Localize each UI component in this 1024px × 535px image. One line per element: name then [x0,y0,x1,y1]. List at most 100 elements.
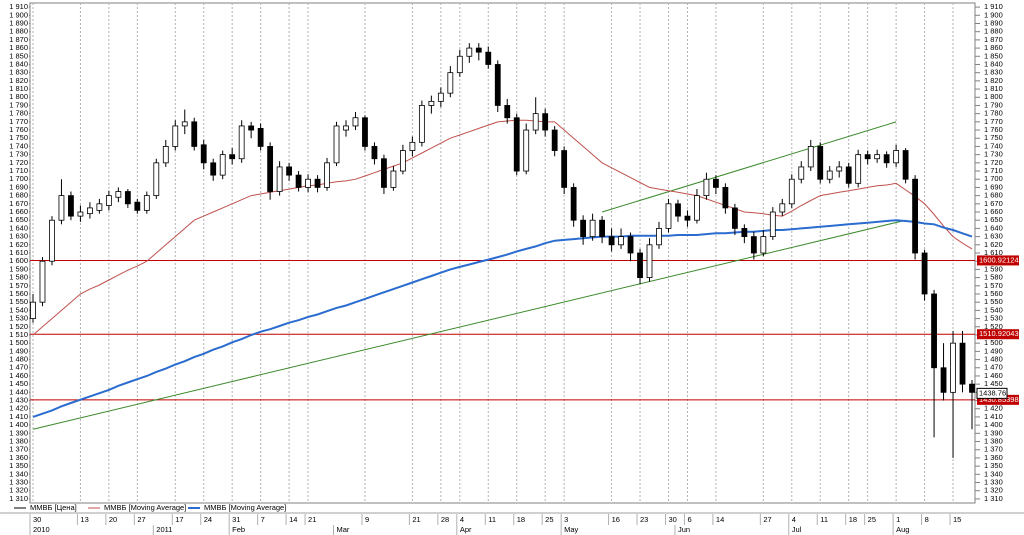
x-tick-label: 7 [261,515,265,524]
candle-body [950,342,956,393]
y-tick-label-left: 1 320 [9,486,28,495]
y-tick-label-right: 1 370 [984,445,1003,454]
y-tick-label-right: 1 690 [984,182,1003,191]
candle-body [418,105,425,143]
y-tick-label-right: 1 700 [984,174,1003,183]
candle-body [675,203,681,217]
y-tick-label-left: 1 410 [9,412,28,421]
y-tick-label-right: 1 780 [984,109,1003,118]
x-tick-label: 21 [412,515,420,524]
y-tick-label-left: 1 570 [9,281,28,290]
y-tick-label-right: 1 350 [984,461,1003,470]
x-tick-label: 6 [687,515,691,524]
y-tick-label-right: 1 640 [984,223,1003,232]
candle-body [523,129,530,172]
y-tick-label-right: 1 500 [984,338,1003,347]
candle-body [257,128,264,147]
candle-body [181,121,188,127]
y-tick-label-left: 1 850 [9,51,28,60]
period-label: Jun [678,525,690,534]
y-tick-label-right: 1 720 [984,158,1003,167]
candle-body [191,121,198,147]
y-tick-label-left: 1 640 [9,223,28,232]
y-tick-label-left: 1 890 [9,18,28,27]
y-tick-label-left: 1 700 [9,174,28,183]
x-tick-label: 13 [80,515,88,524]
x-tick-label: 14 [716,515,724,524]
level-label: 1510.92043 [979,329,1019,338]
y-tick-label-right: 1 670 [984,199,1003,208]
y-tick-label-right: 1 540 [984,305,1003,314]
period-label: 2010 [33,525,50,534]
y-tick-label-left: 1 360 [9,453,28,462]
x-tick-label: 8 [925,515,929,524]
period-label: Apr [460,525,472,534]
y-tick-label-right: 1 630 [984,232,1003,241]
y-tick-label-left: 1 740 [9,141,28,150]
candle-body [466,47,473,57]
y-tick-label-left: 1 580 [9,273,28,282]
candle-body [68,195,74,217]
candle-body [940,367,947,393]
y-tick-label-right: 1 470 [984,363,1003,372]
candle-body [684,215,691,221]
y-tick-label-right: 1 860 [984,43,1003,52]
candle-body [637,252,643,278]
candle-body [694,195,700,221]
y-tick-label-left: 1 350 [9,461,28,470]
y-tick-label-left: 1 880 [9,27,28,36]
x-tick-label: 28 [441,515,449,524]
y-tick-label-left: 1 540 [9,305,28,314]
y-tick-label-right: 1 380 [984,437,1003,446]
candle-body [760,236,767,254]
x-tick-label: 3 [564,515,568,524]
candle-body [456,55,463,74]
candle-body [87,207,93,215]
x-tick-label: 17 [175,515,183,524]
y-tick-label-left: 1 400 [9,420,28,429]
candle-body [494,64,501,106]
y-tick-label-left: 1 490 [9,346,28,355]
y-tick-label-right: 1 340 [984,469,1003,478]
y-tick-label-right: 1 460 [984,371,1003,380]
x-tick-label: 18 [517,515,525,524]
y-tick-label-left: 1 900 [9,10,28,19]
candle-body [96,203,103,211]
x-tick-label: 31 [232,515,240,524]
y-tick-label-left: 1 420 [9,404,28,413]
candle-body [561,150,568,188]
level-label-box [977,329,1019,340]
candle-body [542,113,549,131]
y-tick-label-right: 1 880 [984,27,1003,36]
level-label-box [977,394,1019,405]
candle-body [352,117,359,127]
level-label-box [977,255,1019,266]
candle-body [769,211,776,238]
y-tick-label-left: 1 390 [9,428,28,437]
y-tick-label-left: 1 910 [9,2,28,11]
candle-body [845,166,852,184]
y-tick-label-right: 1 520 [984,322,1003,331]
candle-body [599,219,605,238]
y-tick-label-left: 1 310 [9,494,28,503]
candle-body [153,162,160,197]
candle-body [437,92,444,102]
candle-body [162,146,169,164]
candle-body [864,154,871,160]
trendline [32,219,906,430]
x-tick-label: 18 [849,515,857,524]
y-tick-label-right: 1 740 [984,141,1003,150]
x-tick-label: 30 [33,515,41,524]
y-tick-label-right: 1 550 [984,297,1003,306]
x-tick-label: 4 [792,515,796,524]
candle-body [817,146,824,180]
x-tick-label: 21 [308,515,316,524]
candle-body [314,178,321,188]
y-tick-label-left: 1 650 [9,215,28,224]
y-tick-label-right: 1 400 [984,420,1003,429]
x-tick-label: 23 [640,515,648,524]
y-tick-label-left: 1 690 [9,182,28,191]
y-tick-label-left: 1 790 [9,100,28,109]
y-tick-label-left: 1 750 [9,133,28,142]
x-tick-label: 25 [545,515,553,524]
